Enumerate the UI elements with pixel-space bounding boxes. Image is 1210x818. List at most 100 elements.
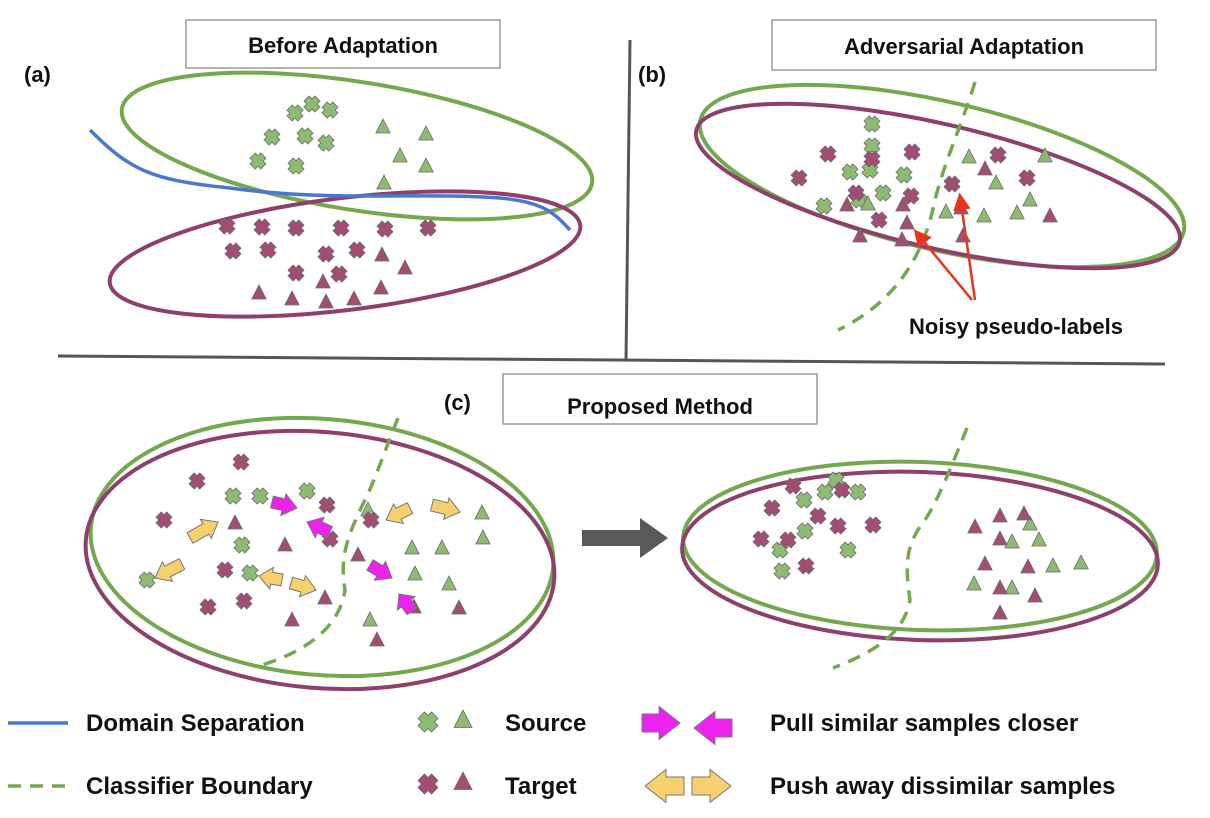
source-triangle-marker bbox=[1045, 557, 1061, 573]
panel-b-title-box bbox=[771, 19, 1157, 71]
target-triangle-marker bbox=[992, 507, 1008, 523]
pull-arrow bbox=[306, 516, 334, 539]
legend-domain-separation: Domain Separation bbox=[8, 710, 305, 737]
source-triangle-marker bbox=[453, 709, 473, 728]
source-triangle-marker bbox=[1073, 554, 1089, 570]
push-arrow bbox=[186, 518, 219, 544]
source-cross-marker bbox=[795, 491, 813, 509]
target-triangle-marker bbox=[967, 518, 983, 534]
legend-domain-separation-label: Domain Separation bbox=[86, 710, 305, 737]
source-ellipse bbox=[119, 70, 595, 222]
push-arrow bbox=[288, 574, 317, 598]
target-triangle-marker bbox=[977, 160, 993, 176]
pull-arrow bbox=[366, 559, 393, 581]
target-triangle-marker bbox=[315, 273, 331, 289]
source-cross-marker bbox=[874, 184, 892, 202]
source-cross-marker bbox=[303, 95, 321, 113]
source-triangle-marker bbox=[441, 575, 457, 591]
target-triangle-marker bbox=[1016, 505, 1032, 521]
push-arrow bbox=[429, 496, 461, 521]
target-cross-marker bbox=[989, 146, 1007, 164]
panel-c-after-markers bbox=[752, 471, 1089, 620]
target-cross-marker bbox=[847, 184, 865, 202]
legend-source-label: Source bbox=[505, 710, 586, 737]
target-cross-marker bbox=[287, 264, 305, 282]
target-triangle-marker bbox=[977, 555, 993, 571]
panel-c-before-markers bbox=[138, 453, 491, 647]
classifier-boundary bbox=[837, 81, 977, 332]
target-triangle-marker bbox=[369, 631, 385, 647]
target-triangle-marker bbox=[277, 536, 293, 552]
source-cross-marker bbox=[895, 166, 913, 184]
panel-a-label: (a) bbox=[24, 62, 51, 87]
panel-a-title-box bbox=[185, 19, 501, 69]
source-cross-marker bbox=[773, 562, 791, 580]
panel-c-title-box bbox=[502, 373, 818, 425]
pull-arrow bbox=[641, 705, 681, 741]
target-cross-marker bbox=[863, 150, 881, 168]
source-cross-marker bbox=[841, 163, 859, 181]
push-arrow bbox=[154, 557, 186, 583]
target-cross-marker bbox=[903, 143, 921, 161]
panel-b: (b) Adversarial Adaptation Noisy pseudo-… bbox=[638, 19, 1187, 339]
target-ellipse bbox=[83, 428, 557, 692]
target-triangle-marker bbox=[894, 231, 910, 247]
target-cross-marker bbox=[790, 169, 808, 187]
target-cross-marker bbox=[317, 245, 335, 263]
target-cross-marker bbox=[784, 477, 802, 495]
legend-source bbox=[417, 709, 473, 733]
source-cross-marker bbox=[849, 483, 867, 501]
target-ellipse bbox=[680, 469, 1160, 643]
target-triangle-marker bbox=[374, 246, 390, 262]
target-triangle-marker bbox=[992, 604, 1008, 620]
target-cross-marker bbox=[253, 218, 271, 236]
target-cross-marker bbox=[362, 511, 380, 529]
legend: Domain Separation Classifier Boundary So… bbox=[8, 705, 1116, 804]
target-cross-marker bbox=[232, 453, 250, 471]
target-cross-marker bbox=[809, 507, 827, 525]
target-triangle-marker bbox=[839, 196, 855, 212]
target-cross-marker bbox=[864, 516, 882, 534]
source-cross-marker bbox=[321, 101, 339, 119]
target-cross-marker bbox=[902, 187, 920, 205]
panel-b-title: Adversarial Adaptation bbox=[844, 34, 1084, 59]
classifier-boundary bbox=[832, 427, 969, 670]
target-triangle-marker bbox=[318, 293, 334, 309]
push-arrow bbox=[691, 768, 732, 804]
target-cross-marker bbox=[819, 145, 837, 163]
push-arrow bbox=[644, 768, 685, 804]
source-cross-marker bbox=[251, 487, 269, 505]
target-triangle-marker bbox=[397, 259, 413, 275]
pull-arrow bbox=[693, 710, 733, 746]
source-triangle-marker bbox=[376, 174, 392, 190]
target-cross-marker bbox=[376, 220, 394, 238]
source-cross-marker bbox=[863, 137, 881, 155]
source-cross-marker bbox=[233, 536, 251, 554]
source-triangle-marker bbox=[434, 539, 450, 555]
source-cross-marker bbox=[298, 482, 316, 500]
source-triangle-marker bbox=[961, 148, 977, 164]
pull-arrow bbox=[269, 492, 298, 517]
target-cross-marker bbox=[833, 481, 851, 499]
source-cross-marker bbox=[815, 197, 833, 215]
source-ellipse bbox=[88, 415, 556, 679]
panel-a-title: Before Adaptation bbox=[248, 33, 438, 58]
target-cross-marker bbox=[779, 531, 797, 549]
target-triangle-marker bbox=[284, 611, 300, 627]
legend-target bbox=[417, 771, 473, 795]
target-cross-marker bbox=[1018, 169, 1036, 187]
target-cross-marker bbox=[763, 499, 781, 517]
source-triangle-marker bbox=[404, 539, 420, 555]
source-cross-marker bbox=[224, 487, 242, 505]
legend-pull-arrows bbox=[641, 705, 733, 746]
panel-c-label: (c) bbox=[444, 390, 471, 415]
source-cross-marker bbox=[286, 104, 304, 122]
target-triangle-marker bbox=[1042, 207, 1058, 223]
source-cross-marker bbox=[863, 115, 881, 133]
target-cross-marker bbox=[199, 598, 217, 616]
push-arrow bbox=[385, 501, 414, 525]
target-cross-marker bbox=[188, 472, 206, 490]
source-cross-marker bbox=[138, 571, 156, 589]
legend-classifier-boundary-label: Classifier Boundary bbox=[86, 773, 313, 800]
pull-arrow bbox=[396, 593, 418, 616]
